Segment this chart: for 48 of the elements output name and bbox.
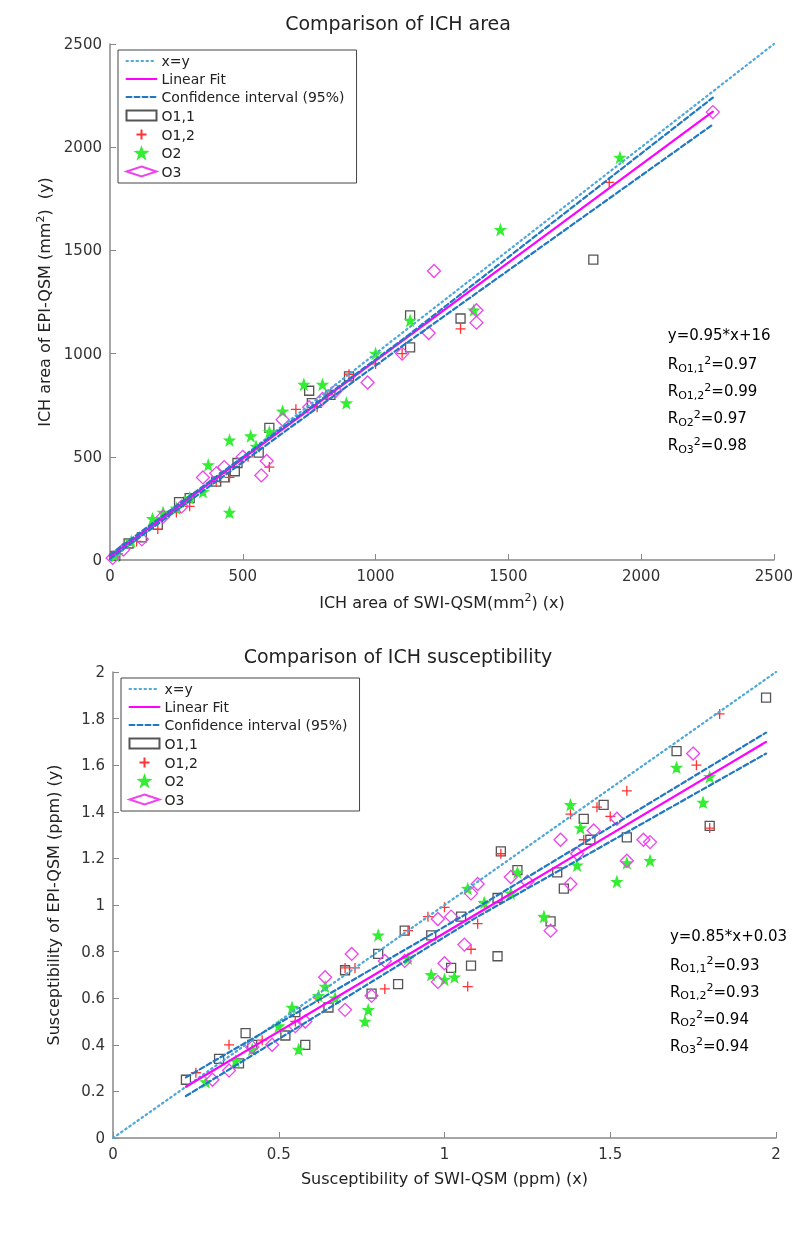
- y-tick-label: 1.6: [81, 756, 105, 775]
- y-tick-label: 500: [73, 447, 102, 466]
- x-tick-label: 2: [771, 1144, 781, 1163]
- y-tick-label: 0.4: [81, 1035, 105, 1054]
- y-tick-label: 1.2: [81, 849, 105, 868]
- legend-label: x=y: [161, 53, 190, 69]
- legend-label: O3: [164, 791, 185, 808]
- legend-label: O1,1: [164, 735, 198, 752]
- y-tick-label: 1.4: [81, 802, 105, 821]
- annotation: y=0.85*x+0.03: [669, 926, 788, 945]
- x-axis-title: Susceptibility of SWI-QSM (ppm) (x): [300, 1168, 589, 1188]
- y-tick-label: 0: [92, 551, 102, 569]
- y-tick-label: 0.6: [81, 989, 105, 1008]
- y-axis-title: Susceptibility of EPI-QSM (ppm) (y): [43, 764, 63, 1046]
- y-tick-label: 1: [95, 896, 105, 914]
- y-tick-label: 2500: [63, 35, 102, 53]
- x-tick-label: 1.5: [598, 1144, 623, 1163]
- y-tick-label: 1.8: [81, 709, 105, 728]
- legend-label: O1,2: [164, 754, 198, 771]
- legend-label: O2: [164, 773, 185, 789]
- legend-label: Linear Fit: [161, 71, 227, 87]
- legend-label: Confidence interval (95%): [164, 717, 348, 733]
- legend-label: O2: [161, 145, 182, 161]
- y-axis-title: ICH area of EPI-QSM (mm2) (y): [33, 177, 55, 427]
- x-tick-label: 2500: [754, 566, 794, 585]
- legend-label: O1,2: [161, 126, 195, 143]
- y-tick-label: 1500: [63, 241, 102, 260]
- x-tick-label: 1500: [489, 566, 528, 585]
- legend-label: x=y: [164, 681, 193, 697]
- y-tick-label: 2: [95, 663, 105, 681]
- y-tick-label: 2000: [63, 138, 102, 157]
- y-tick-label: 0.8: [81, 942, 105, 961]
- x-tick-label: 1: [439, 1144, 450, 1163]
- chart-title: Comparison of ICH area: [285, 11, 511, 34]
- chart-title: Comparison of ICH susceptibility: [243, 644, 553, 667]
- annotation: y=0.95*x+16: [667, 326, 771, 345]
- x-tick-label: 0: [108, 1144, 118, 1163]
- x-tick-label: 500: [228, 566, 258, 585]
- x-tick-label: 2000: [622, 566, 661, 585]
- y-tick-label: 0.2: [81, 1082, 105, 1101]
- legend-label: O1,1: [161, 107, 195, 124]
- x-tick-label: 0.5: [266, 1144, 291, 1163]
- y-tick-label: 0: [95, 1129, 105, 1147]
- legend-label: Linear Fit: [164, 699, 230, 715]
- legend-label: Confidence interval (95%): [161, 89, 345, 105]
- legend-label: O3: [161, 163, 182, 180]
- y-tick-label: 1000: [63, 344, 102, 363]
- x-tick-label: 1000: [356, 566, 395, 585]
